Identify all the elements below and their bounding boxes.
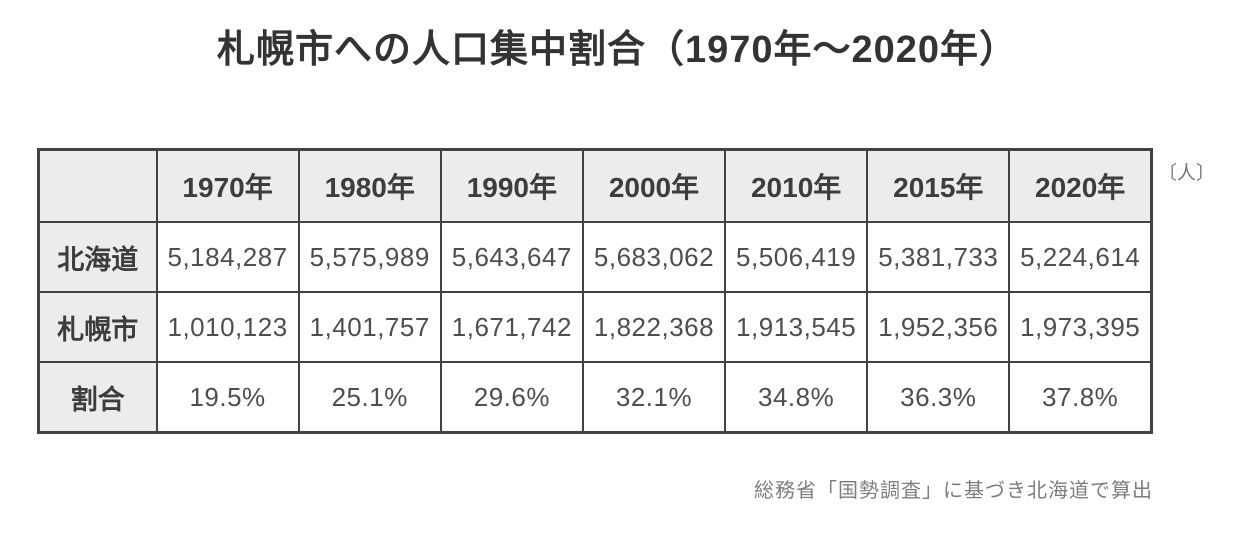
year-header-2000: 2000年 (581, 148, 727, 223)
year-header-1970: 1970年 (155, 148, 300, 223)
table-row-ratio: 割合 19.5% 25.1% 29.6% 32.1% 34.8% 36.3% 3… (37, 361, 1153, 434)
year-header-2015: 2015年 (866, 148, 1011, 223)
year-header-1990: 1990年 (439, 148, 584, 223)
data-cell: 1,671,742 (439, 291, 584, 363)
data-cell: 32.1% (581, 361, 727, 434)
population-table: 1970年 1980年 1990年 2000年 2010年 2015年 2020… (37, 148, 1153, 434)
row-label-ratio: 割合 (37, 361, 158, 434)
data-cell: 1,401,757 (297, 291, 442, 363)
data-cell: 34.8% (724, 361, 869, 434)
unit-label: 〔人〕 (1158, 163, 1216, 184)
data-cell: 5,683,062 (581, 221, 727, 293)
data-cell: 5,506,419 (724, 221, 869, 293)
row-label-hokkaido: 北海道 (37, 221, 158, 293)
data-cell: 1,952,356 (866, 291, 1011, 363)
data-cell: 37.8% (1008, 361, 1153, 434)
data-cell: 25.1% (297, 361, 442, 434)
data-cell: 29.6% (439, 361, 584, 434)
data-cell: 1,973,395 (1008, 291, 1153, 363)
year-header-1980: 1980年 (297, 148, 442, 223)
data-cell: 1,913,545 (724, 291, 869, 363)
table-row-sapporo: 札幌市 1,010,123 1,401,757 1,671,742 1,822,… (37, 291, 1153, 363)
data-cell: 36.3% (866, 361, 1011, 434)
data-cell: 5,224,614 (1008, 221, 1153, 293)
data-cell: 5,184,287 (155, 221, 300, 293)
corner-cell (37, 148, 158, 223)
data-cell: 5,643,647 (439, 221, 584, 293)
data-cell: 5,575,989 (297, 221, 442, 293)
row-label-sapporo: 札幌市 (37, 291, 158, 363)
source-note: 総務省「国勢調査」に基づき北海道で算出 (754, 480, 1153, 502)
header-row: 1970年 1980年 1990年 2000年 2010年 2015年 2020… (37, 148, 1153, 223)
page-title: 札幌市への人口集中割合（1970年〜2020年） (216, 29, 1019, 71)
year-header-2020: 2020年 (1008, 148, 1153, 223)
data-cell: 5,381,733 (866, 221, 1011, 293)
data-cell: 1,010,123 (155, 291, 300, 363)
data-cell: 1,822,368 (581, 291, 727, 363)
table-row-hokkaido: 北海道 5,184,287 5,575,989 5,643,647 5,683,… (37, 221, 1153, 293)
data-cell: 19.5% (155, 361, 300, 434)
year-header-2010: 2010年 (724, 148, 869, 223)
